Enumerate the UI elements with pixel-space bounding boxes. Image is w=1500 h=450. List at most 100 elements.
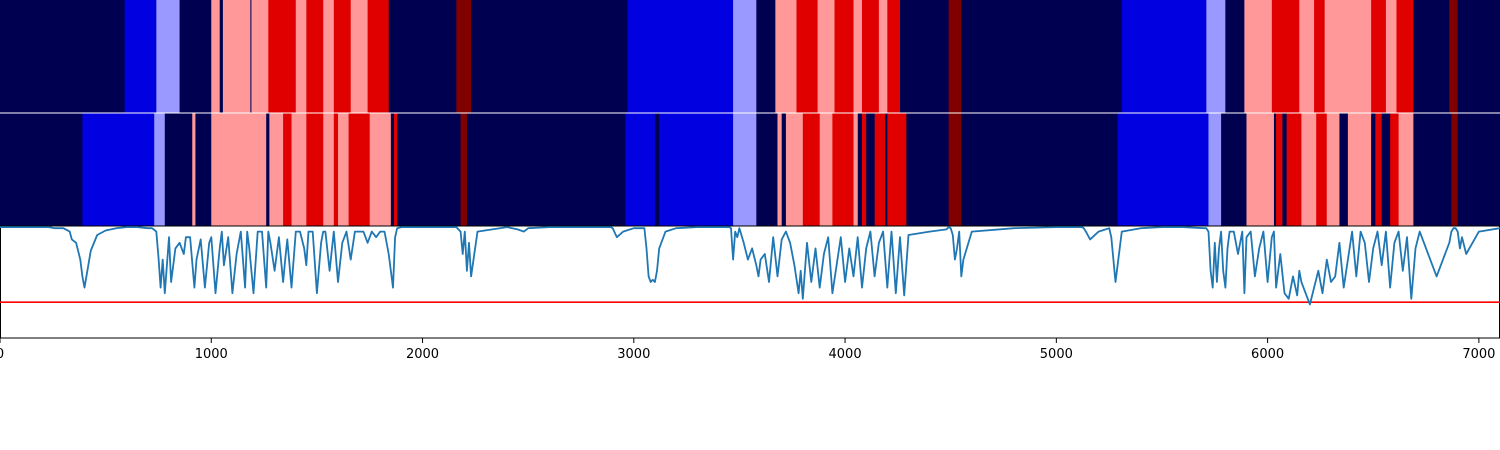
state-segment-0-19 — [627, 0, 734, 113]
state-segment-0-2 — [156, 0, 181, 113]
state-segment-0-40 — [1324, 0, 1372, 113]
state-segment-1-58 — [1381, 113, 1391, 226]
state-segment-0-34 — [1206, 0, 1226, 113]
state-segment-1-17 — [390, 113, 395, 226]
state-segment-0-15 — [367, 0, 390, 113]
state-segment-0-28 — [878, 0, 888, 113]
state-segment-1-57 — [1375, 113, 1383, 226]
state-segment-0-35 — [1225, 0, 1245, 113]
state-segment-1-20 — [460, 113, 468, 226]
state-segment-0-9 — [268, 0, 297, 113]
state-segment-1-14 — [338, 113, 350, 226]
state-segment-0-37 — [1271, 0, 1300, 113]
state-segment-1-55 — [1347, 113, 1372, 226]
state-segment-0-11 — [306, 0, 324, 113]
state-segment-1-33 — [853, 113, 859, 226]
state-segment-1-2 — [154, 113, 166, 226]
state-segment-1-10 — [291, 113, 307, 226]
state-segment-0-27 — [861, 0, 880, 113]
state-segment-0-20 — [733, 0, 757, 113]
state-segment-1-8 — [269, 113, 284, 226]
x-tick-label-1: 1000 — [195, 347, 228, 362]
state-segment-1-53 — [1326, 113, 1341, 226]
state-segment-0-24 — [817, 0, 836, 113]
state-segment-1-0 — [0, 113, 83, 226]
state-segment-0-44 — [1413, 0, 1450, 113]
state-segment-0-21 — [756, 0, 776, 113]
state-segment-0-4 — [211, 0, 221, 113]
state-segment-1-44 — [1208, 113, 1222, 226]
state-segment-0-42 — [1385, 0, 1398, 113]
state-segment-1-1 — [82, 113, 155, 226]
x-tick-label-6: 6000 — [1251, 347, 1284, 362]
state-segment-1-51 — [1301, 113, 1317, 226]
state-segment-1-49 — [1282, 113, 1288, 226]
series-line — [0, 226, 1500, 306]
x-tick-label-4: 4000 — [829, 347, 862, 362]
state-segment-0-22 — [775, 0, 798, 113]
state-segment-1-60 — [1398, 113, 1414, 226]
state-segment-0-30 — [900, 0, 950, 113]
state-segment-1-7 — [266, 113, 270, 226]
state-segment-0-29 — [887, 0, 901, 113]
state-segment-1-62 — [1451, 113, 1459, 226]
state-segment-1-46 — [1246, 113, 1275, 226]
state-segment-1-26 — [756, 113, 779, 226]
state-segment-0-16 — [388, 0, 457, 113]
state-segment-1-27 — [777, 113, 783, 226]
x-tick-label-5: 5000 — [1040, 347, 1073, 362]
state-segment-1-6 — [211, 113, 267, 226]
state-segment-1-29 — [785, 113, 804, 226]
state-segment-0-23 — [796, 0, 819, 113]
state-segment-0-31 — [948, 0, 962, 113]
state-segment-1-32 — [832, 113, 855, 226]
state-segment-0-3 — [179, 0, 212, 113]
state-segment-1-34 — [857, 113, 863, 226]
state-segment-0-14 — [350, 0, 369, 113]
state-segment-0-32 — [961, 0, 1123, 113]
x-tick-label-3: 3000 — [617, 347, 650, 362]
state-segment-1-24 — [659, 113, 734, 226]
state-segment-0-6 — [222, 0, 251, 113]
state-segment-0-12 — [323, 0, 335, 113]
state-segment-1-3 — [164, 113, 193, 226]
state-segment-0-18 — [471, 0, 629, 113]
state-segment-1-9 — [283, 113, 293, 226]
x-axis: 0 1000 2000 3000 4000 5000 6000 7000 — [0, 337, 1500, 362]
state-segment-1-19 — [397, 113, 462, 226]
state-segment-1-36 — [866, 113, 876, 226]
state-segment-1-43 — [1117, 113, 1210, 226]
state-segment-0-26 — [853, 0, 863, 113]
state-segment-1-39 — [887, 113, 907, 226]
state-row-bottom — [0, 113, 1500, 226]
state-segment-1-25 — [733, 113, 757, 226]
state-segment-1-5 — [195, 113, 212, 226]
x-tick-label-7: 7000 — [1462, 347, 1495, 362]
state-segment-1-38 — [885, 113, 888, 226]
state-segment-1-45 — [1221, 113, 1248, 226]
state-segment-1-59 — [1390, 113, 1400, 226]
state-segment-1-42 — [961, 113, 1119, 226]
state-segment-1-63 — [1457, 113, 1500, 226]
state-segment-1-16 — [369, 113, 392, 226]
state-segment-1-47 — [1273, 113, 1277, 226]
state-segment-0-39 — [1314, 0, 1326, 113]
state-segment-0-7 — [250, 0, 253, 113]
state-segment-0-8 — [251, 0, 269, 113]
state-segment-1-30 — [802, 113, 821, 226]
state-segment-1-18 — [394, 113, 398, 226]
state-segment-1-35 — [861, 113, 867, 226]
state-segment-0-36 — [1244, 0, 1273, 113]
x-tick-label-0: 0 — [0, 347, 4, 362]
state-segment-1-40 — [906, 113, 950, 226]
state-segment-0-45 — [1449, 0, 1459, 113]
state-segment-0-1 — [124, 0, 157, 113]
state-segment-1-15 — [348, 113, 371, 226]
line-panel — [0, 225, 1500, 339]
state-segment-0-0 — [0, 0, 126, 113]
state-segment-0-13 — [333, 0, 352, 113]
state-segment-1-52 — [1316, 113, 1328, 226]
state-segment-1-54 — [1339, 113, 1349, 226]
state-segment-1-28 — [781, 113, 787, 226]
